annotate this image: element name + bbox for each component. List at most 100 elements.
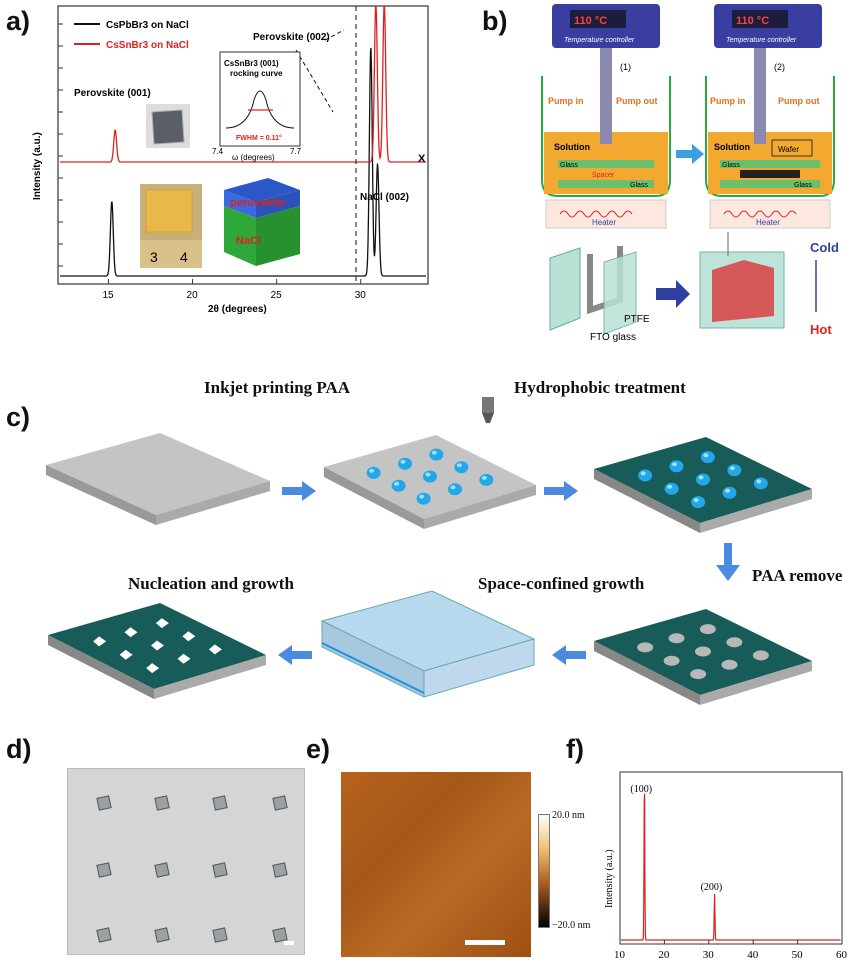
crystal-photo-sample: [151, 109, 185, 145]
ruler: [140, 240, 202, 268]
droplet-highlight: [725, 488, 730, 493]
inset-title-1: CsSnBr3 (001): [224, 59, 279, 68]
perovskite-film: [712, 260, 774, 322]
hydrophilic-spot: [690, 669, 707, 680]
panel-f-ylabel: Intensity (a.u.): [604, 849, 615, 908]
panel-f-chart: (100) (200) 10 20 30 40 50 60 Intensity (a.u.…: [588, 768, 857, 965]
pump-in-1: Pump in: [548, 96, 584, 106]
panel-d-label: d): [6, 734, 32, 764]
panel-a-ylabel: Intensity (a.u.): [32, 132, 43, 200]
perovskite-crystal: [119, 649, 133, 660]
panel-f-xtick-label: 60: [836, 949, 848, 961]
panel-f-xtick-label: 30: [703, 949, 715, 961]
arrow-step-3: [716, 543, 740, 581]
panel-e-label: e): [306, 734, 331, 764]
perovskite-crystal-array: [93, 618, 222, 674]
panel-e-scale-bar: [465, 940, 505, 945]
panel-f-xtick-label: 40: [747, 949, 759, 961]
perovskite-crystal: [151, 640, 164, 651]
cube-top: [224, 178, 300, 202]
ruler-4: 4: [180, 249, 188, 265]
panel-a-xtick-label: 15: [102, 290, 114, 301]
series-cssnbr3-line: [60, 5, 426, 163]
droplet-highlight: [400, 459, 406, 464]
droplet-highlight: [450, 485, 456, 490]
heater-label-1: Heater: [592, 218, 616, 227]
perovskite-crystal: [146, 663, 160, 674]
panel-f-peak-100: (100): [630, 784, 652, 795]
glass-label-2: Glass: [722, 162, 740, 169]
paa-droplet: [727, 464, 742, 477]
heater-waves-1: [559, 210, 633, 218]
droplet-highlight: [756, 479, 762, 484]
pump-out-2: Pump out: [778, 96, 820, 106]
paa-droplet: [448, 483, 462, 496]
paa-droplet: [398, 457, 412, 470]
wafer-layer: [740, 170, 800, 178]
glass-label-1: Glass: [560, 162, 578, 169]
confined-cell-front: [423, 638, 535, 698]
solution-label-1: Solution: [554, 142, 590, 152]
crystal-square: [154, 927, 170, 943]
wafer-box: [771, 139, 813, 157]
substrate-plate-2-front: [424, 485, 536, 529]
controller-display-1: [570, 10, 626, 28]
paa-droplet: [696, 473, 710, 486]
paa-droplet: [366, 466, 381, 479]
paa-droplet: [664, 482, 679, 495]
cube-left-perovskite: [224, 190, 256, 218]
panel-a-xlabel: 2θ (degrees): [208, 304, 267, 315]
hydrophilic-spot: [699, 624, 716, 635]
droplet-highlight: [369, 468, 375, 473]
crystal-square: [96, 927, 112, 943]
legend-cspbbr3: CsPbBr3 on NaCl: [106, 20, 189, 31]
paa-droplet: [479, 473, 494, 486]
step-inkjet-label: Inkjet printing PAA: [204, 378, 351, 397]
droplet-highlight: [729, 466, 735, 471]
substrate-plate-1: [46, 433, 270, 515]
annotation-x: X: [418, 153, 426, 165]
annotation-perovskite-002: Perovskite (002): [253, 32, 330, 43]
rocking-curve: [225, 90, 295, 129]
solution-layer: [321, 642, 425, 694]
inset-xtick-2: 7.7: [290, 147, 302, 156]
controller-2-caption: Temperature controller: [726, 37, 797, 44]
crystal-square: [272, 795, 288, 811]
panel-a-xtick-label: 30: [355, 290, 367, 301]
paa-droplets: [366, 448, 494, 505]
panel-f-label: f): [566, 734, 584, 764]
substrate-plate-6-front: [154, 655, 266, 699]
inset-xtick-1: 7.4: [212, 147, 224, 156]
heater-waves-2: [723, 210, 797, 218]
perovskite-crystal: [93, 636, 107, 647]
substrate-plate-4-front: [700, 661, 812, 705]
heater-1: [545, 199, 667, 229]
perovskite-crystal: [177, 653, 191, 664]
solution-label-2: Solution: [714, 142, 750, 152]
droplet-highlight: [672, 462, 677, 467]
fto-glass-left: [549, 247, 581, 331]
panel-b-label: b): [482, 6, 508, 36]
paa-droplet: [700, 451, 715, 464]
paa-droplet: [638, 469, 653, 482]
crystal-square: [154, 795, 170, 811]
annotation-dash-2: [295, 49, 334, 113]
inset-title-2: rocking curve: [230, 69, 283, 78]
substrate-plate-1-side: [46, 465, 156, 525]
cube-right-nacl: [256, 206, 300, 266]
panel-a-label: a): [6, 6, 31, 36]
yellow-crystal: [145, 189, 193, 233]
crystal-square: [96, 862, 112, 878]
panel-f-xtick-label: 50: [792, 949, 804, 961]
rocking-curve-inset: [219, 51, 301, 147]
assembly-arrow: [656, 280, 690, 308]
paa-droplet: [753, 477, 768, 490]
panel-a-chart: 15 20 25 30 CsPbBr3 on NaCl CsSnBr3 on NaCl…: [28, 0, 433, 320]
paa-droplet: [391, 479, 406, 492]
panel-f-xtick-label: 20: [658, 949, 670, 961]
crystal-square: [212, 795, 228, 811]
hydrophilic-spot: [637, 642, 654, 653]
droplet-highlight: [431, 450, 437, 455]
paa-droplet: [416, 492, 431, 505]
series-cspbbr3-line: [60, 47, 426, 277]
